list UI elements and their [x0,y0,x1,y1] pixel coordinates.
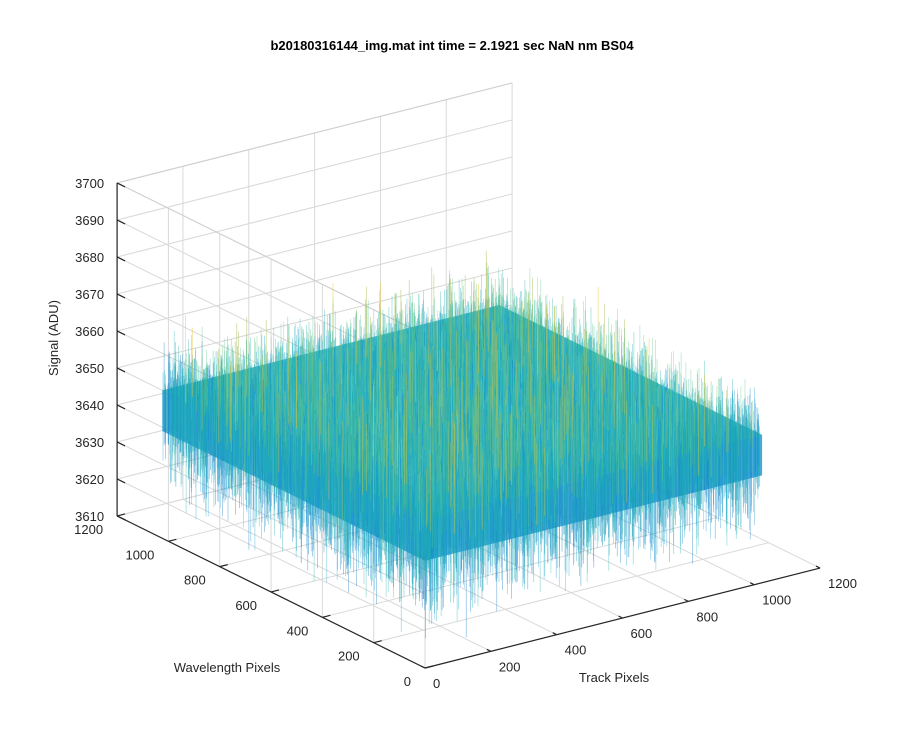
back-wall-grid-z2 [116,156,513,258]
y-tick [168,538,177,542]
y-tick-label: 1200 [74,522,103,537]
y-tick-label: 200 [338,649,360,664]
z-tick-label: 3640 [75,398,104,413]
z-tick [116,219,126,225]
z-tick [116,256,126,262]
y-tick [270,589,280,593]
y-tick-label: 1000 [125,547,154,562]
surface-spikes-5 [185,277,705,534]
x-tick-label: 600 [631,626,653,641]
x-tick-label: 400 [565,643,587,658]
x-tick [815,565,821,569]
axes [116,182,821,669]
z-tick [116,293,126,299]
z-tick-label: 3670 [75,287,104,302]
z-tick [116,515,126,521]
z-tick [116,367,126,373]
x-tick [618,615,623,619]
y-tick [424,665,434,669]
tick-labels: 0 200 400 600 800 1000 1200 0 200 400 600 800 1000 12… [74,176,857,691]
back-wall-grid-z2 [116,119,513,221]
x-tick [552,632,557,636]
y-tick-label: 800 [184,573,206,588]
y-axis-label: Wavelength Pixels [174,660,281,675]
z-tick [116,330,126,336]
floor-grid-y [373,542,769,644]
y-tick-label: 400 [287,623,309,638]
z-tick-label: 3680 [75,250,104,265]
z-axis-label: Signal (ADU) [46,300,61,376]
z-tick-label: 3660 [75,324,104,339]
z-tick-label: 3650 [75,361,104,376]
back-wall-grid-z2 [116,193,513,295]
back-wall-grid-z [116,478,426,632]
back-wall-grid-z2 [116,267,513,369]
x-tick-label: 1000 [762,593,791,608]
surface-plot [162,250,763,639]
chart-title: b20180316144_img.mat int time = 2.1921 s… [270,38,634,53]
y-tick [219,564,228,568]
z-tick-label: 3620 [75,472,104,487]
z-tick-label: 3690 [75,213,104,228]
x-tick [486,648,492,652]
x-tick-label: 1200 [828,576,857,591]
y-tick [116,513,126,517]
x-tick [684,598,689,602]
y-tick [322,614,331,618]
box-edge [116,182,426,336]
z-tick-label: 3630 [75,435,104,450]
x-tick [749,582,755,586]
x-tick-label: 0 [433,676,440,691]
x-tick [420,665,426,669]
box-edge [116,82,513,184]
x-tick-label: 200 [499,659,521,674]
x-tick-label: 800 [696,609,718,624]
y-tick [373,640,382,644]
y-tick-label: 600 [235,598,257,613]
z-tick [116,404,126,410]
z-tick-label: 3700 [75,176,104,191]
z-tick-label: 3610 [75,509,104,524]
surface-spikes-4 [201,250,728,542]
x-axis-label: Track Pixels [579,670,650,685]
z-tick [116,478,126,484]
y-tick-label: 0 [404,674,411,689]
z-tick [116,441,126,447]
z-tick [116,182,126,188]
